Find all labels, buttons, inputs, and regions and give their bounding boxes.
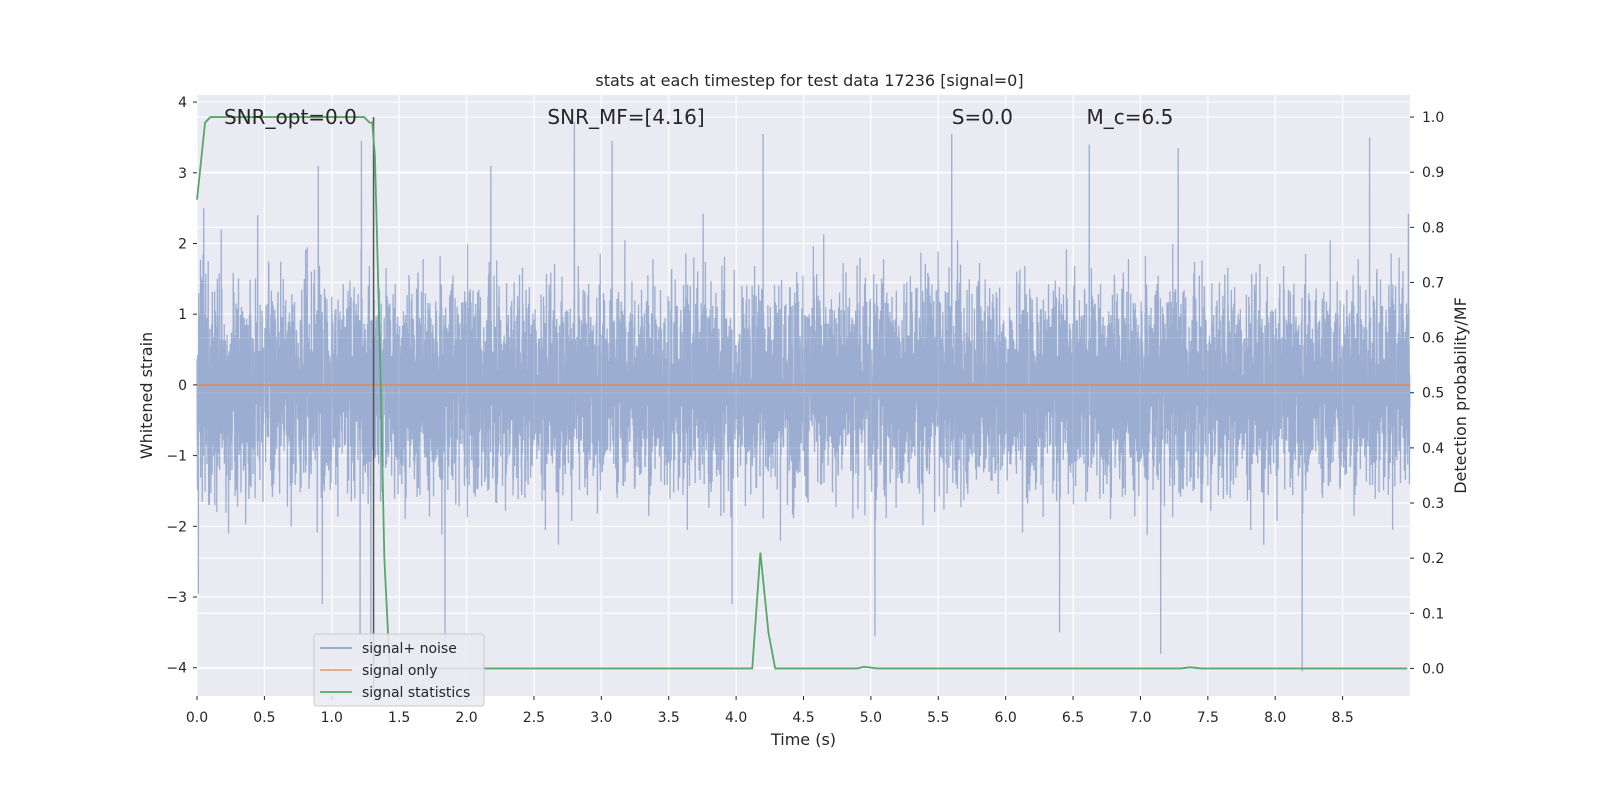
y-tick-label: −4 [166, 661, 187, 677]
y2-tick-label: 0.5 [1422, 386, 1444, 402]
y2-tick-label: 0.6 [1422, 331, 1444, 347]
signal-statistics-line [196, 116, 1408, 670]
annotation-mc: M_c=6.5 [1087, 105, 1174, 129]
y2-tick-label: 0.3 [1422, 496, 1444, 512]
x-tick-label: 8.0 [1264, 710, 1286, 726]
y-tick-label: −1 [166, 449, 187, 465]
legend: signal+ noise signal only signal statist… [313, 633, 485, 707]
legend-label-signal-only: signal only [362, 663, 437, 679]
y2-tick-label: 0.9 [1422, 165, 1444, 181]
annotation-snr-mf: SNR_MF=[4.16] [547, 105, 704, 129]
signal-statistics-series [196, 116, 1408, 670]
x-tick-label: 7.0 [1129, 710, 1151, 726]
y2-tick-label: 0.2 [1422, 551, 1444, 567]
y-tick-label: 3 [178, 166, 187, 182]
y2-tick-label: 0.7 [1422, 275, 1444, 291]
y2-axis-label: Detection probability/MF [1451, 297, 1470, 494]
y2-tick-label: 0.0 [1422, 661, 1444, 677]
x-tick-label: 1.5 [388, 710, 410, 726]
x-tick-label: 2.0 [455, 710, 477, 726]
x-tick-label: 1.0 [321, 710, 343, 726]
x-tick-label: 2.5 [523, 710, 545, 726]
y-tick-label: 4 [178, 95, 187, 111]
x-tick-label: 4.5 [792, 710, 814, 726]
y2-axis-ticks: 0.0 0.1 0.2 0.3 0.4 0.5 0.6 0.7 0.8 0.9 1.0 [1410, 110, 1444, 677]
chart-title: stats at each timestep for test data 172… [595, 71, 1023, 90]
x-tick-label: 6.0 [995, 710, 1017, 726]
y-tick-label: 1 [178, 307, 187, 323]
x-tick-label: 3.0 [590, 710, 612, 726]
legend-label-signal-statistics: signal statistics [362, 685, 470, 701]
annotation-s: S=0.0 [952, 105, 1013, 129]
y-tick-label: −2 [166, 519, 187, 535]
x-tick-label: 4.0 [725, 710, 747, 726]
x-tick-label: 6.5 [1062, 710, 1084, 726]
x-tick-label: 0.0 [186, 710, 208, 726]
x-axis-label: Time (s) [770, 730, 836, 749]
x-tick-label: 5.5 [927, 710, 949, 726]
x-axis-ticks: 0.0 0.5 1.0 1.5 2.0 2.5 3.0 3.5 4.0 4.5 5.0 5.5 6.0 6… [186, 696, 1354, 726]
y2-tick-label: 0.1 [1422, 606, 1444, 622]
y2-tick-label: 1.0 [1422, 110, 1444, 126]
legend-box [313, 633, 485, 707]
y-axis-label: Whitened strain [137, 332, 156, 459]
x-tick-label: 0.5 [253, 710, 275, 726]
y-tick-label: −3 [166, 590, 187, 606]
y-tick-label: 2 [178, 236, 187, 252]
y2-tick-label: 0.4 [1422, 441, 1444, 457]
y-axis-ticks: −4 −3 −2 −1 0 1 2 3 4 [166, 95, 197, 677]
y-tick-label: 0 [178, 378, 187, 394]
y2-tick-label: 0.8 [1422, 220, 1444, 236]
x-tick-label: 5.0 [860, 710, 882, 726]
annotation-snr-opt: SNR_opt=0.0 [224, 105, 357, 129]
x-tick-label: 8.5 [1331, 710, 1353, 726]
x-tick-label: 7.5 [1197, 710, 1219, 726]
x-tick-label: 3.5 [658, 710, 680, 726]
legend-label-signal-noise: signal+ noise [362, 641, 457, 657]
